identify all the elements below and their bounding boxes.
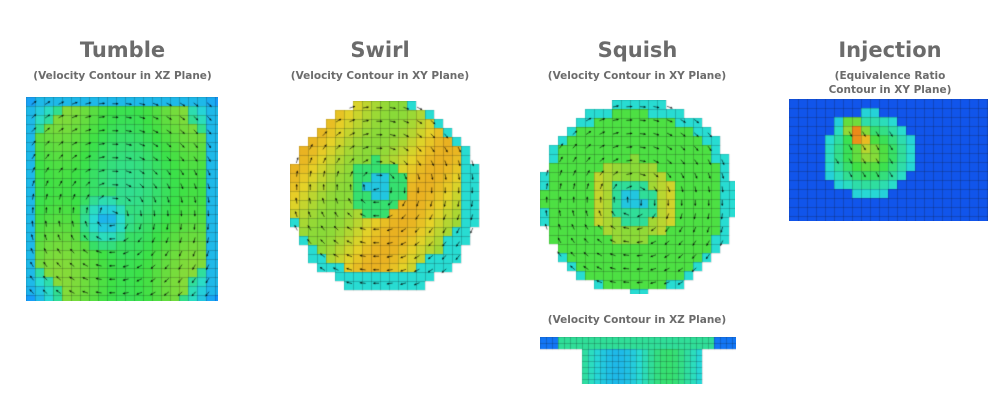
tumble-subtitle: (Velocity Contour in XZ Plane): [33, 70, 212, 82]
injection-equivalence-ratio-contour-plot: [789, 99, 988, 221]
injection-subtitle-line1: (Equivalence Ratio: [834, 70, 946, 82]
swirl-velocity-contour-plot: [290, 101, 480, 293]
squish-title: Squish: [597, 38, 678, 62]
squish-xy-velocity-contour-plot: [540, 100, 735, 294]
tumble-velocity-contour-plot: [26, 97, 218, 301]
injection-title: Injection: [838, 38, 942, 62]
squish-subtitle: (Velocity Contour in XY Plane): [547, 70, 727, 82]
tumble-title: Tumble: [79, 38, 166, 62]
squish-xz-subtitle: (Velocity Contour in XZ Plane): [547, 314, 727, 326]
injection-subtitle-line2: Contour in XY Plane): [828, 84, 952, 96]
squish-xz-velocity-contour-plot: [540, 337, 736, 384]
swirl-subtitle: (Velocity Contour in XY Plane): [290, 70, 470, 82]
swirl-title: Swirl: [350, 38, 410, 62]
